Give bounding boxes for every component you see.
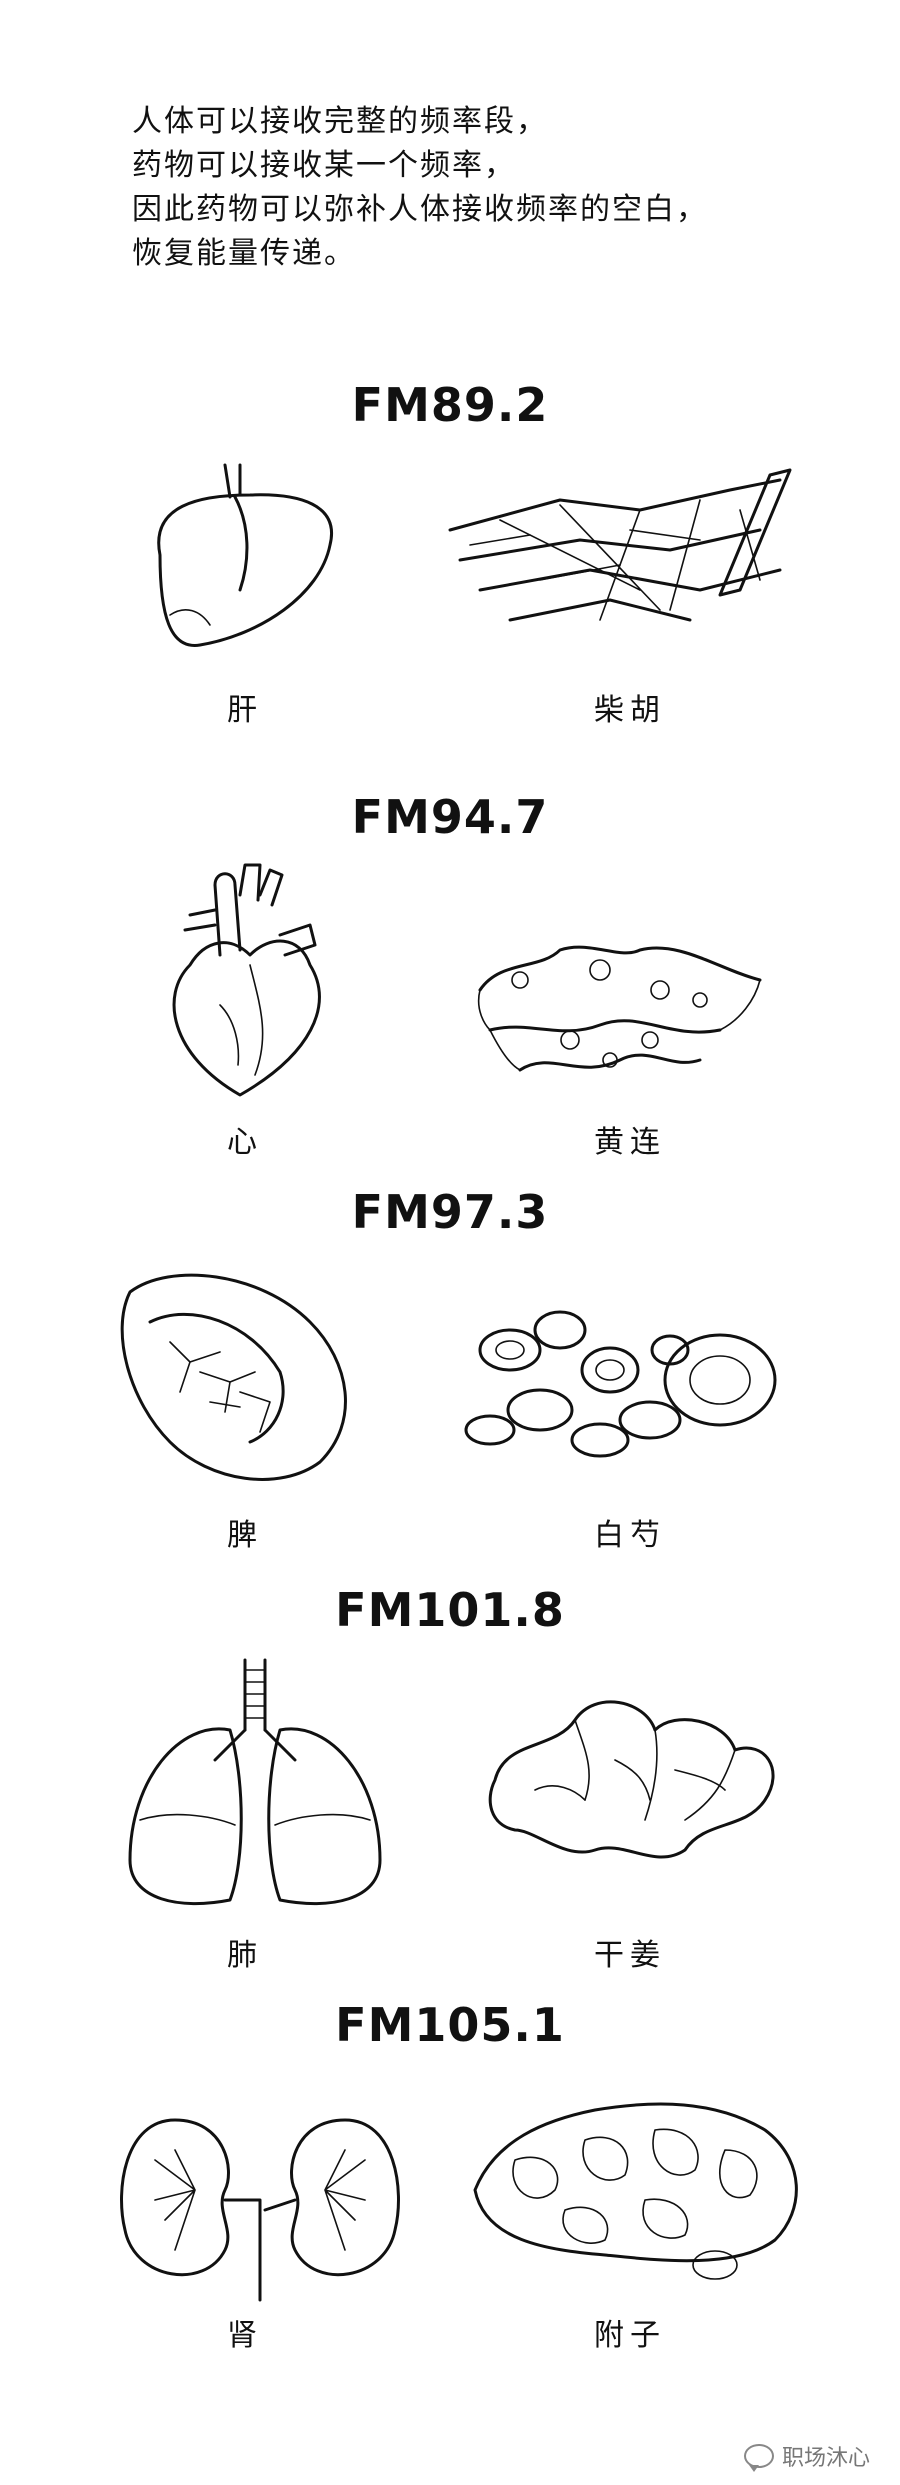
spleen-icon (120, 1273, 347, 1481)
organ-label: 肝 (227, 693, 263, 728)
frequency-heading: FM101.8 (335, 1583, 565, 1637)
frequency-heading: FM105.1 (335, 1998, 565, 2052)
kidneys-icon (120, 2118, 400, 2302)
frequency-heading: FM89.2 (351, 378, 549, 432)
coptis-rhizome-icon (477, 945, 762, 1072)
intro-line: 因此药物可以弥补人体接收频率的空白， (132, 192, 708, 227)
herb-label: 干姜 (594, 1938, 666, 1973)
intro-line: 人体可以接收完整的频率段， (132, 104, 548, 139)
organ-label: 肺 (227, 1938, 263, 1973)
frequency-heading: FM94.7 (351, 790, 549, 844)
organ-label: 脾 (227, 1518, 263, 1553)
intro-text: 人体可以接收完整的频率段， 药物可以接收某一个频率， 因此药物可以弥补人体接收频… (132, 100, 852, 276)
white-peony-slices-icon (464, 1310, 777, 1458)
herb-label: 黄连 (594, 1125, 666, 1160)
frequency-heading: FM97.3 (351, 1185, 549, 1239)
intro-line: 药物可以接收某一个频率， (132, 148, 516, 183)
herb-label: 附子 (594, 2318, 666, 2353)
heart-icon (172, 863, 321, 1097)
lungs-icon (128, 1658, 382, 1906)
intro-line: 恢复能量传递。 (132, 236, 356, 271)
herb-label: 柴胡 (594, 693, 666, 728)
chat-bubble-icon (743, 2444, 774, 2472)
herb-label: 白芍 (594, 1518, 666, 1553)
watermark-text: 职场沐心 (781, 2446, 870, 2471)
dried-ginger-icon (488, 1700, 775, 1859)
organ-label: 肾 (227, 2318, 263, 2353)
bupleurum-root-icon (448, 468, 792, 622)
aconite-slices-icon (473, 2102, 798, 2280)
watermark: 职场沐心 (743, 2440, 870, 2472)
organ-label: 心 (227, 1125, 263, 1160)
liver-icon (157, 463, 333, 647)
